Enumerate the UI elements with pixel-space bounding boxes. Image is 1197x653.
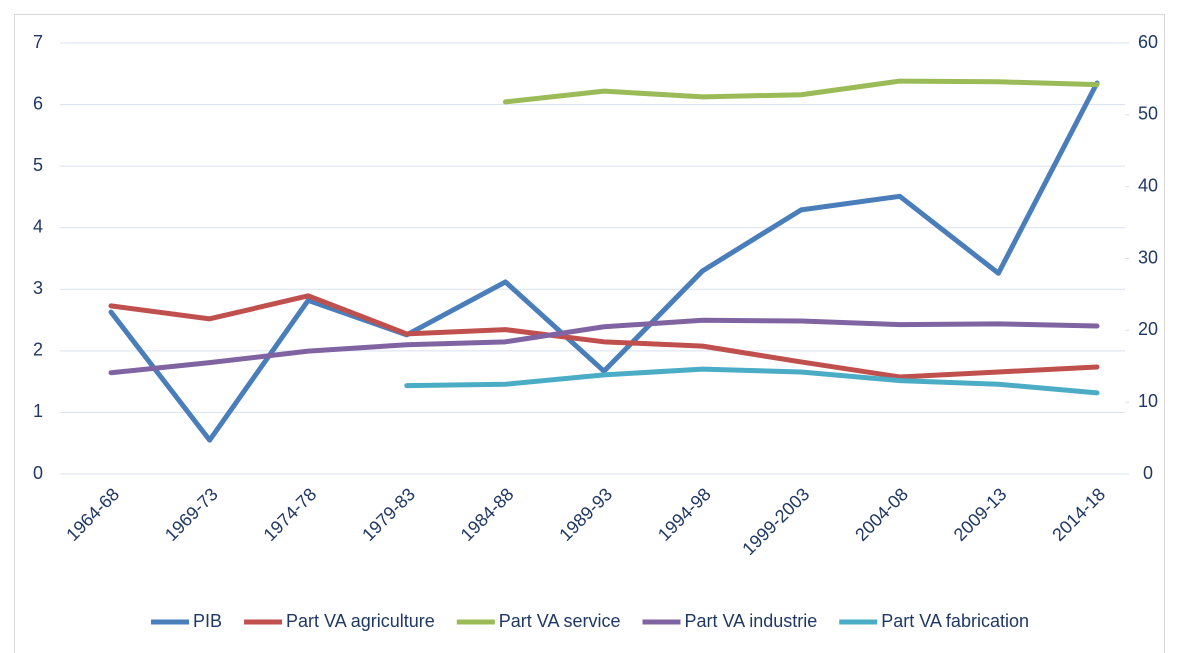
y-tick-label: 3 (33, 278, 43, 298)
y-tick-label: 0 (33, 463, 43, 483)
y2-tick-label: 0 (1143, 463, 1153, 483)
y-tick-label: 1 (33, 401, 43, 421)
y-tick-label: 5 (33, 155, 43, 175)
y2-tick-label: 20 (1138, 319, 1158, 339)
y2-tick-label: 50 (1138, 104, 1158, 124)
y-tick-label: 2 (33, 340, 43, 360)
line-series (502, 78, 1100, 105)
y2-tick-label: 30 (1138, 247, 1158, 267)
line-series (404, 366, 1100, 396)
y2-tick-label: 10 (1138, 391, 1158, 411)
line-series (108, 317, 1100, 376)
y-tick-label: 4 (33, 216, 43, 236)
chart-frame (14, 14, 1165, 653)
legend-label: Part VA service (499, 611, 621, 631)
y2-tick-label: 60 (1138, 32, 1158, 52)
y2-tick-label: 40 (1138, 175, 1158, 195)
legend-label: Part VA industrie (685, 611, 818, 631)
line-series (108, 80, 1100, 443)
legend-label: PIB (193, 611, 222, 631)
legend-label: Part VA fabrication (881, 611, 1029, 631)
line-series (108, 293, 1100, 380)
y-tick-label: 7 (33, 32, 43, 52)
y-tick-label: 6 (33, 93, 43, 113)
legend-label: Part VA agriculture (286, 611, 435, 631)
